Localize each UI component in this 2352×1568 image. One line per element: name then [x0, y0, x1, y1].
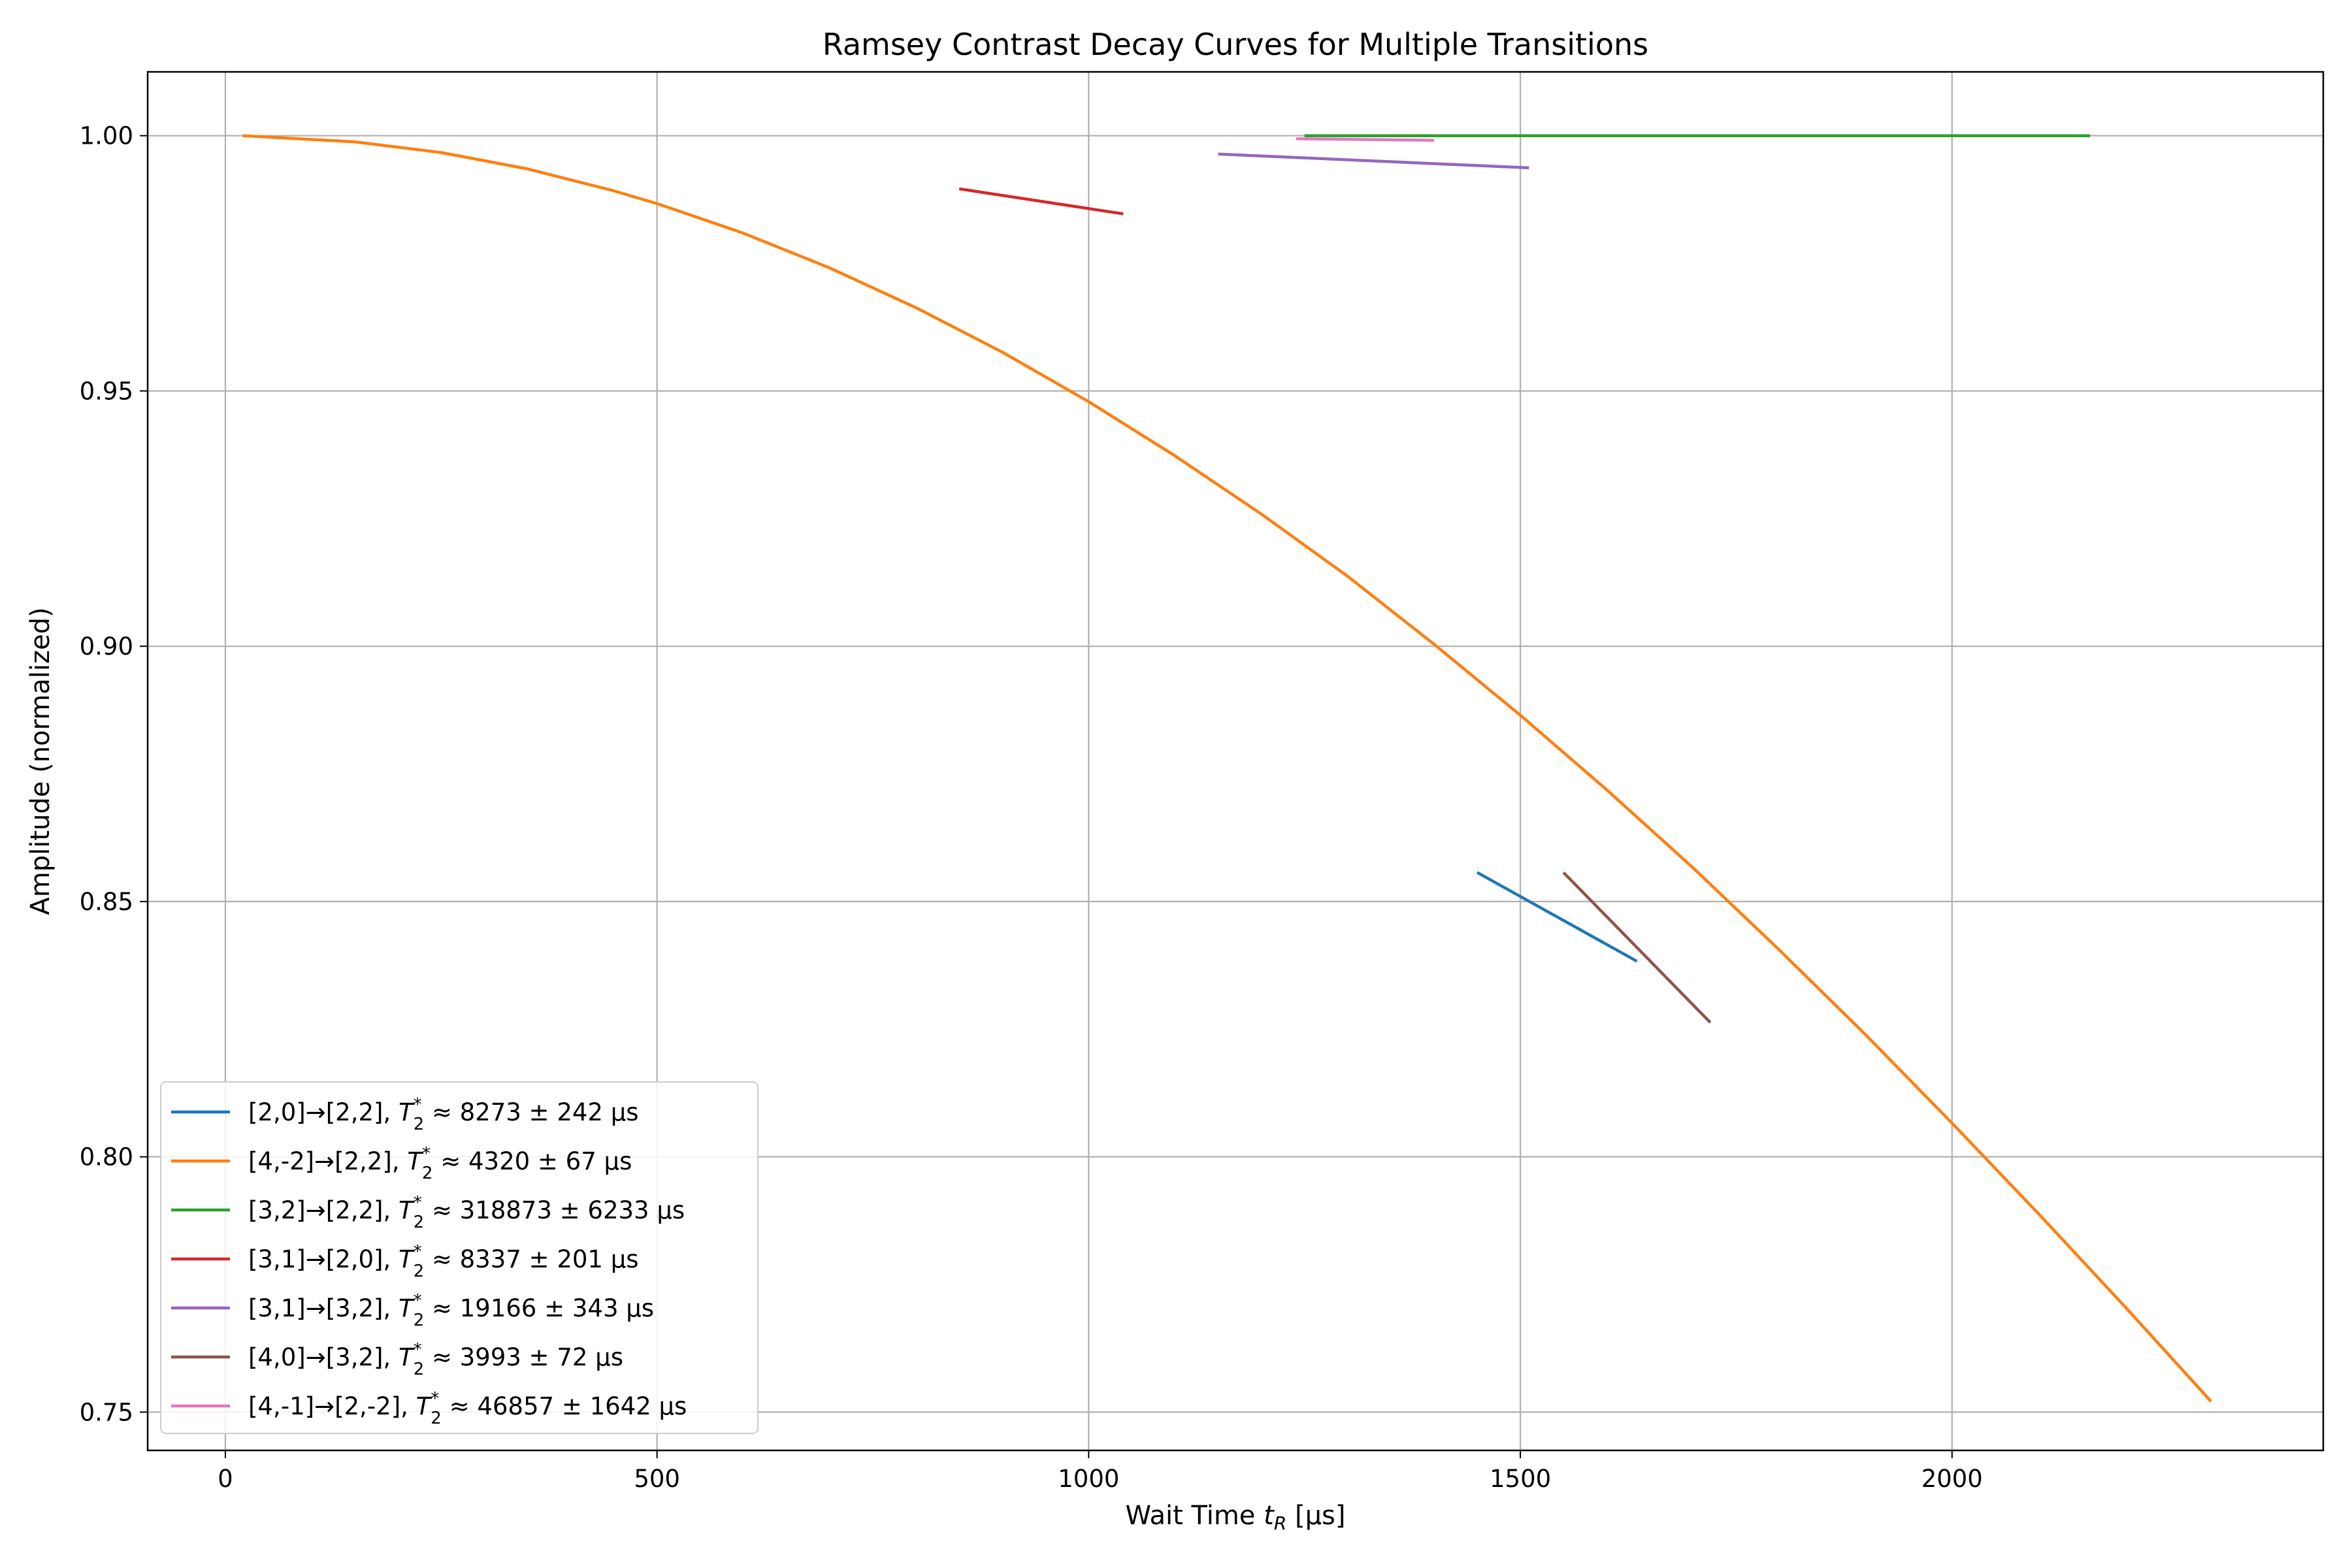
legend-item: [4,0]→[3,2], T* 2 ≈ 3993 ± 72 µs [171, 1340, 623, 1379]
y-axis-title: Amplitude (normalized) [25, 607, 56, 915]
legend: [2,0]→[2,2], T* 2 ≈ 8273 ± 242 µs [4,-2]→[… [160, 1081, 759, 1434]
x-tick-label: 2000 [1921, 1465, 1983, 1493]
y-tick-label: 1.00 [80, 122, 133, 150]
legend-label: [4,-2]→[2,2], T* 2 ≈ 4320 ± 67 µs [248, 1144, 632, 1183]
x-tick-label: 1500 [1490, 1465, 1551, 1493]
legend-item: [4,-2]→[2,2], T* 2 ≈ 4320 ± 67 µs [171, 1144, 632, 1183]
y-tick-label: 0.90 [80, 632, 133, 661]
legend-items: [2,0]→[2,2], T* 2 ≈ 8273 ± 242 µs [4,-2]→[… [171, 1095, 687, 1428]
legend-box [160, 1081, 759, 1434]
series-line-6 [1562, 871, 1712, 1024]
y-tick-label: 0.80 [80, 1143, 133, 1171]
plot-area-frame [146, 71, 2325, 1452]
tick-layer: 0 500 1000 1500 2000 0.75 0.80 0.85 0.90 0.95 1.00 [80, 122, 1983, 1493]
series-line-7 [1296, 137, 1434, 142]
y-tick-label: 0.95 [80, 377, 133, 405]
legend-item: [3,2]→[2,2], T* 2 ≈ 318873 ± 6233 µs [171, 1193, 685, 1232]
legend-label: [3,1]→[3,2], T* 2 ≈ 19166 ± 343 µs [248, 1291, 654, 1330]
legend-label: [2,0]→[2,2], T* 2 ≈ 8273 ± 242 µs [248, 1095, 639, 1134]
series-layer [242, 134, 2212, 1403]
series-line-2 [242, 134, 2212, 1403]
chart-title: Ramsey Contrast Decay Curves for Multipl… [823, 27, 1648, 62]
legend-item: [4,-1]→[2,-2], T* 2 ≈ 46857 ± 1642 µs [171, 1389, 687, 1428]
series-line-5 [1218, 152, 1529, 170]
legend-label: [4,-1]→[2,-2], T* 2 ≈ 46857 ± 1642 µs [248, 1389, 687, 1428]
legend-item: [2,0]→[2,2], T* 2 ≈ 8273 ± 242 µs [171, 1095, 639, 1134]
x-tick-label: 500 [634, 1465, 680, 1493]
series-line-4 [958, 187, 1124, 216]
y-tick-label: 0.85 [80, 888, 133, 916]
legend-item: [3,1]→[2,0], T* 2 ≈ 8337 ± 201 µs [171, 1242, 639, 1281]
series-line-1 [1476, 871, 1638, 963]
legend-label: [3,2]→[2,2], T* 2 ≈ 318873 ± 6233 µs [248, 1193, 685, 1232]
legend-label: [4,0]→[3,2], T* 2 ≈ 3993 ± 72 µs [248, 1340, 623, 1379]
x-tick-label: 1000 [1058, 1465, 1119, 1493]
x-tick-label: 0 [218, 1465, 233, 1493]
x-axis-title: Wait Time tR [µs] [1126, 1501, 1346, 1534]
y-tick-label: 0.75 [80, 1398, 133, 1426]
legend-label: [3,1]→[2,0], T* 2 ≈ 8337 ± 201 µs [248, 1242, 639, 1281]
legend-item: [3,1]→[3,2], T* 2 ≈ 19166 ± 343 µs [171, 1291, 654, 1330]
